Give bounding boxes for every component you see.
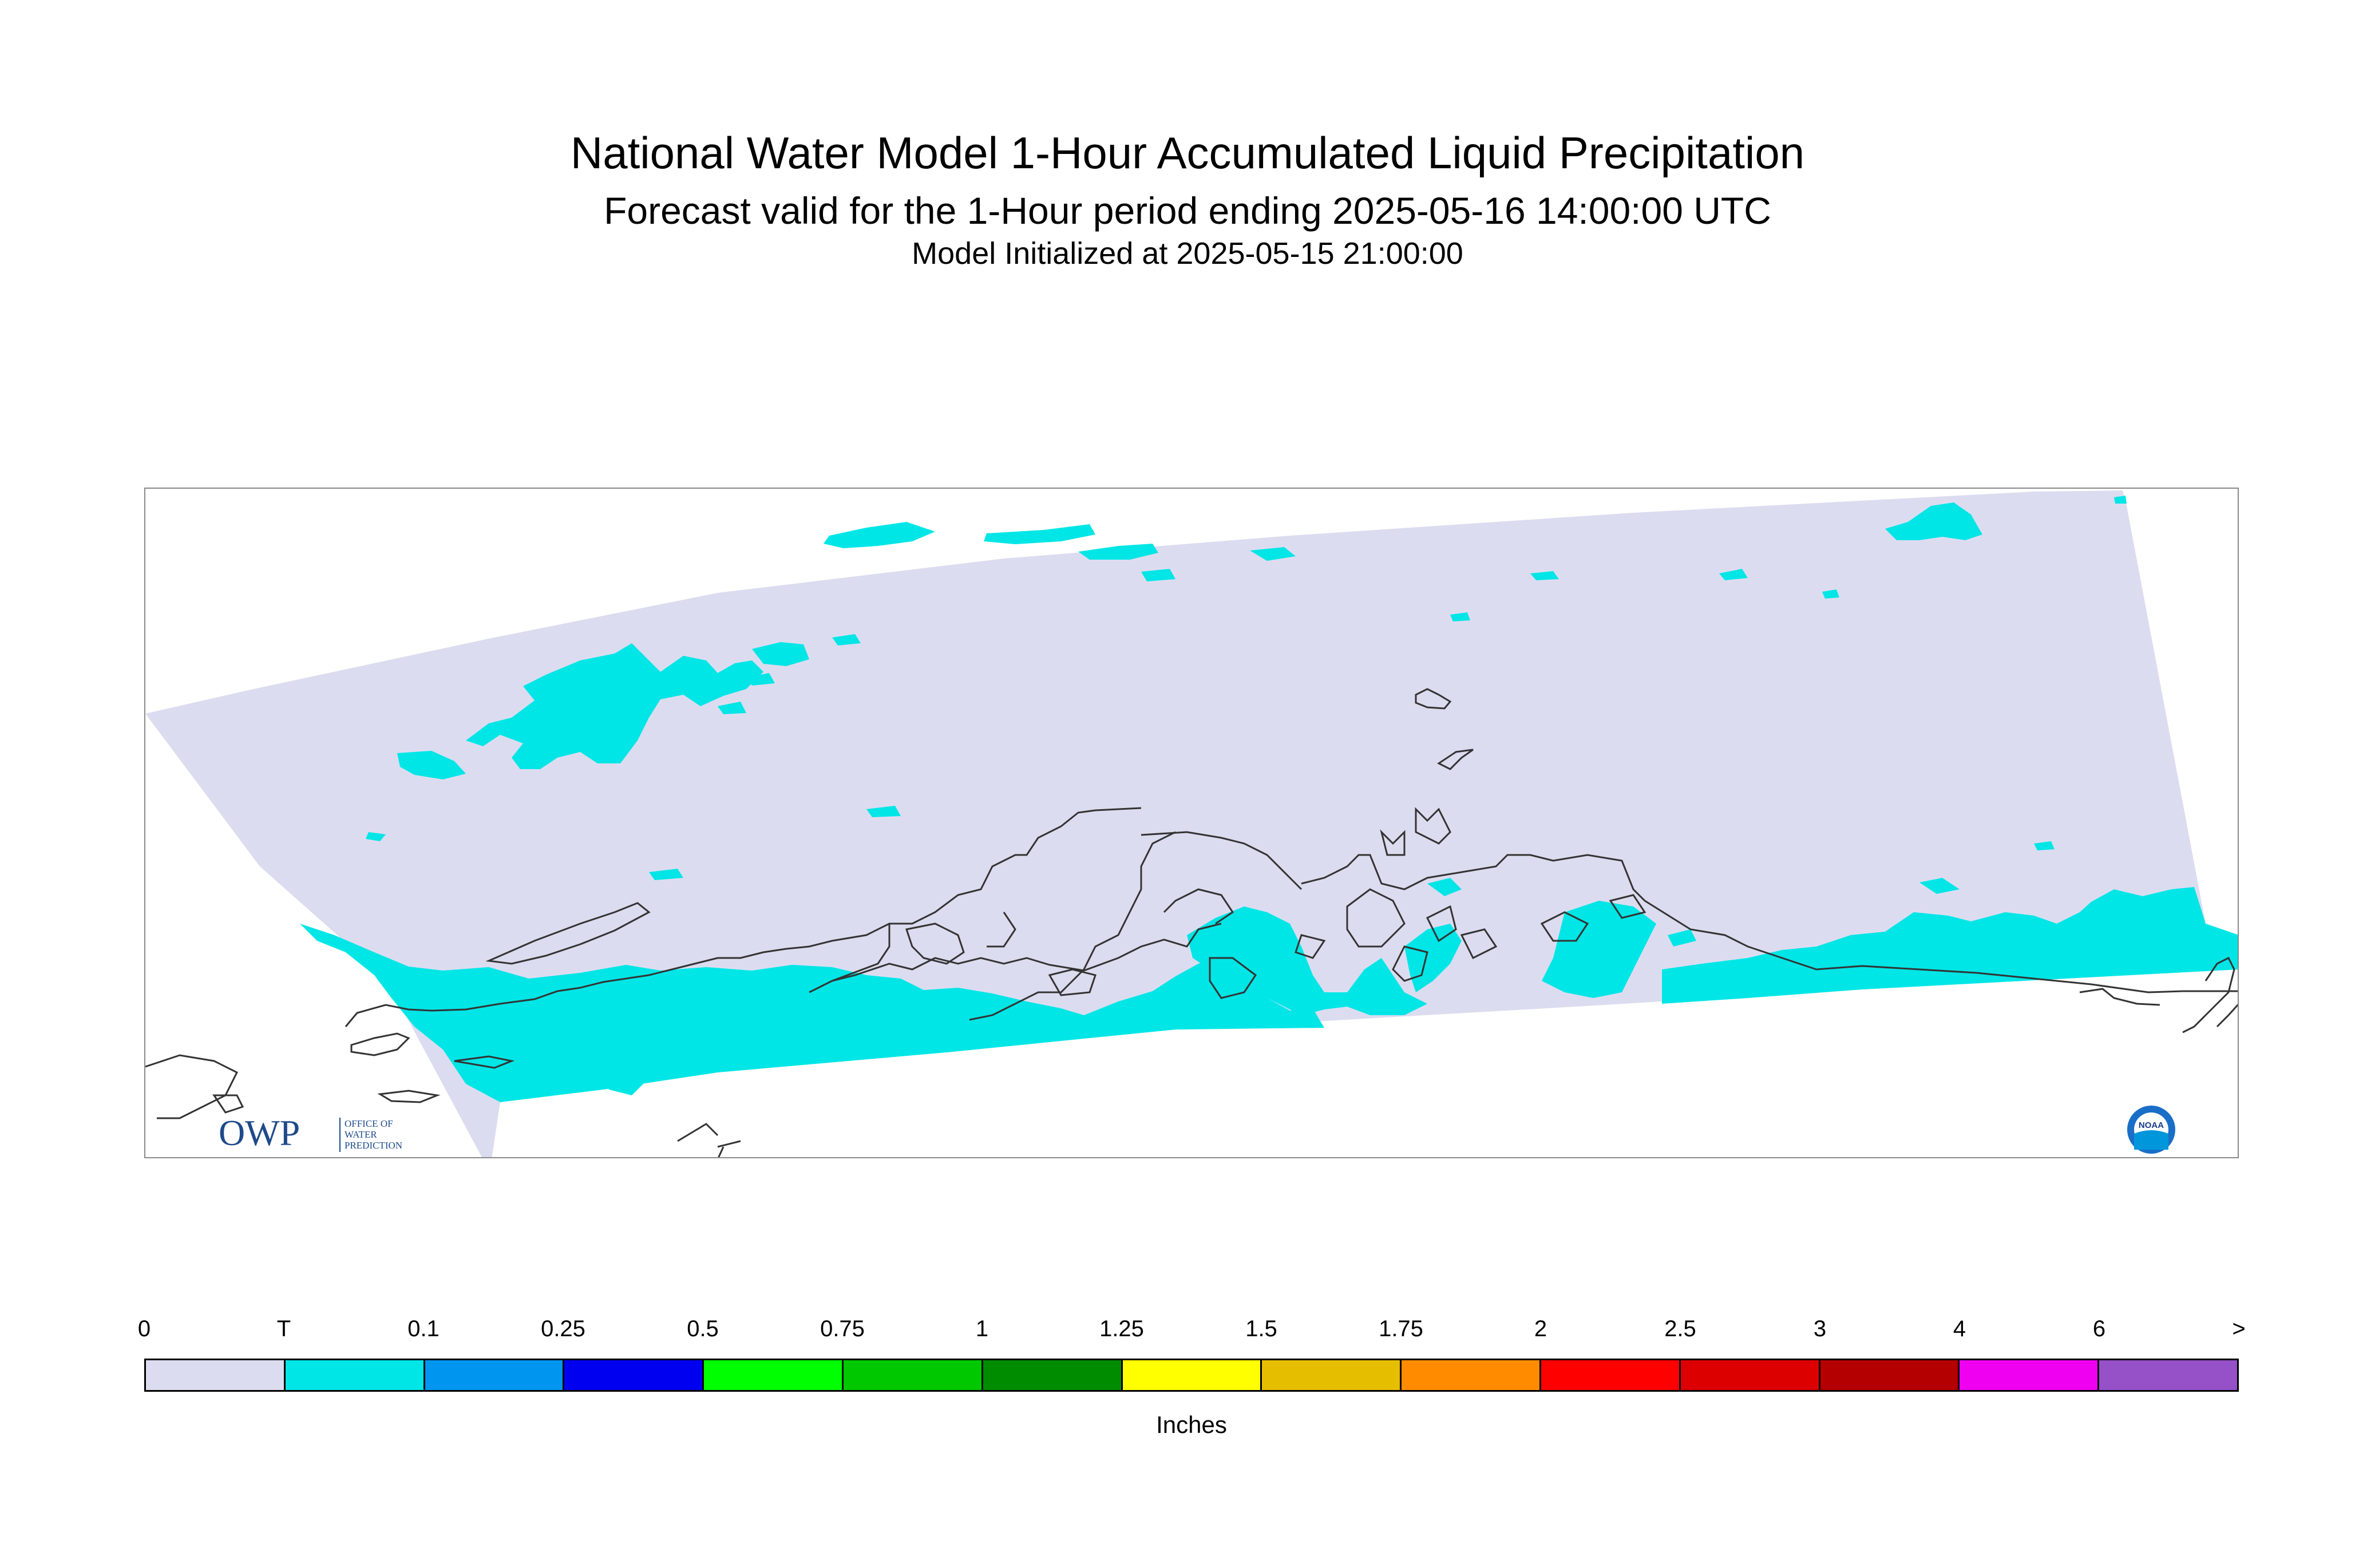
legend-tick-label: 1 xyxy=(975,1316,989,1341)
legend-swatch xyxy=(1680,1360,1820,1390)
coastline-lines xyxy=(145,688,2238,1157)
owp-logo: OWP OFFICE OF WATER PREDICTION xyxy=(219,1110,442,1157)
map-panel: OWP OFFICE OF WATER PREDICTION NOAA xyxy=(144,488,2239,1158)
legend-tick-label: > xyxy=(2232,1316,2246,1341)
legend-tick-label: 0.5 xyxy=(687,1316,719,1341)
legend-swatch xyxy=(1541,1360,1681,1390)
legend-units-label: Inches xyxy=(1156,1411,1227,1438)
legend-tick-label: 3 xyxy=(1813,1316,1827,1341)
legend-tick-label: 0.25 xyxy=(541,1316,585,1341)
legend-tick-label: T xyxy=(276,1316,291,1341)
legend-swatch xyxy=(1122,1360,1262,1390)
legend-tick-label: 0 xyxy=(137,1316,151,1341)
legend-tick-label: 4 xyxy=(1953,1316,1966,1341)
map-subtitle: Forecast valid for the 1-Hour period end… xyxy=(604,189,1771,232)
precipitation-legend: 0 T 0.1 0.25 0.5 0.75 1 1.25 1.5 1.75 2 2.5 3 4 6 > Inc… xyxy=(138,1316,2246,1448)
legend-tick-label: 6 xyxy=(2092,1316,2106,1341)
legend-swatch xyxy=(2099,1360,2237,1390)
legend-swatch xyxy=(564,1360,704,1390)
owp-logo-mark: OWP xyxy=(219,1112,300,1153)
legend-swatch xyxy=(1262,1360,1402,1390)
legend-swatch xyxy=(983,1360,1123,1390)
legend-swatch xyxy=(1820,1360,1960,1390)
legend-tick-label: 0.75 xyxy=(820,1316,865,1341)
owp-logo-text: OFFICE OF WATER PREDICTION xyxy=(345,1118,402,1151)
noaa-logo-text: NOAA xyxy=(2139,1120,2164,1130)
legend-colorbar xyxy=(144,1359,2239,1392)
precipitation-areas xyxy=(300,496,2238,1102)
legend-tick-label: 2 xyxy=(1534,1316,1547,1341)
legend-tick-label: 2.5 xyxy=(1664,1316,1696,1341)
legend-swatch xyxy=(704,1360,844,1390)
legend-swatch xyxy=(1402,1360,1541,1390)
model-init-time: Model Initialized at 2025-05-15 21:00:00 xyxy=(912,236,1463,271)
legend-swatch xyxy=(1960,1360,2100,1390)
noaa-logo: NOAA xyxy=(2125,1104,2177,1155)
legend-tick-label: 1.75 xyxy=(1379,1316,1423,1341)
legend-swatch xyxy=(425,1360,565,1390)
legend-tick-label: 1.25 xyxy=(1099,1316,1144,1341)
map-title: National Water Model 1-Hour Accumulated … xyxy=(570,128,1805,178)
legend-tick-label: 0.1 xyxy=(407,1316,440,1341)
legend-swatch xyxy=(285,1360,425,1390)
legend-tick-label: 1.5 xyxy=(1245,1316,1277,1341)
legend-swatch xyxy=(843,1360,983,1390)
legend-swatch xyxy=(146,1360,286,1390)
precipitation-map xyxy=(145,490,2238,1157)
